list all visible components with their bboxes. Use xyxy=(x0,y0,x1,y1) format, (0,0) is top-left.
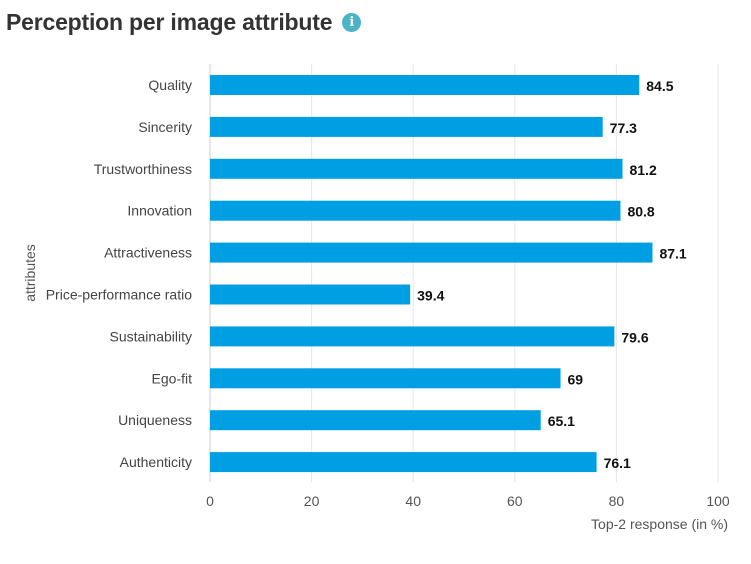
labels: 0 20 40 60 80 100 Quality 84.5 Sincerity 77.3 Trus… xyxy=(46,77,730,509)
bars xyxy=(210,75,653,473)
bar[interactable] xyxy=(210,116,603,137)
category-label: Sustainability xyxy=(110,328,193,344)
category-label: Sincerity xyxy=(138,119,192,135)
value-label: 77.3 xyxy=(610,120,637,136)
chart-header: Perception per image attribute i xyxy=(6,4,362,40)
x-tick-label: 60 xyxy=(507,493,523,509)
value-label: 65.1 xyxy=(548,413,575,429)
category-label: Quality xyxy=(148,77,192,93)
category-label: Uniqueness xyxy=(118,412,192,428)
value-label: 76.1 xyxy=(604,455,631,471)
x-tick-label: 80 xyxy=(609,493,625,509)
value-label: 69 xyxy=(568,371,584,387)
value-label: 80.8 xyxy=(627,204,654,220)
chart-title: Perception per image attribute xyxy=(6,8,333,35)
category-label: Price-performance ratio xyxy=(46,287,192,303)
x-tick-label: 20 xyxy=(304,493,320,509)
category-label: Authenticity xyxy=(120,454,192,470)
value-label: 87.1 xyxy=(659,246,686,262)
bar[interactable] xyxy=(210,326,615,347)
bar[interactable] xyxy=(210,242,653,263)
y-axis-title: attributes xyxy=(22,244,38,302)
bar[interactable] xyxy=(210,368,561,389)
bar[interactable] xyxy=(210,200,621,221)
bar[interactable] xyxy=(210,158,623,179)
value-label: 79.6 xyxy=(621,329,648,345)
x-axis-title: Top-2 response (in %) xyxy=(591,516,728,532)
value-label: 39.4 xyxy=(417,288,444,304)
category-label: Innovation xyxy=(127,203,192,219)
bar[interactable] xyxy=(210,75,640,95)
info-icon[interactable]: i xyxy=(342,12,362,32)
x-tick-label: 40 xyxy=(405,493,421,509)
bar[interactable] xyxy=(210,452,597,473)
bar[interactable] xyxy=(210,410,541,431)
x-tick-label: 0 xyxy=(206,493,214,509)
value-label: 81.2 xyxy=(629,162,656,178)
value-label: 84.5 xyxy=(646,78,673,94)
x-tick-label: 100 xyxy=(706,493,730,509)
category-label: Trustworthiness xyxy=(94,161,192,177)
category-label: Attractiveness xyxy=(104,245,192,261)
bar[interactable] xyxy=(210,284,411,305)
category-label: Ego-fit xyxy=(152,370,193,386)
